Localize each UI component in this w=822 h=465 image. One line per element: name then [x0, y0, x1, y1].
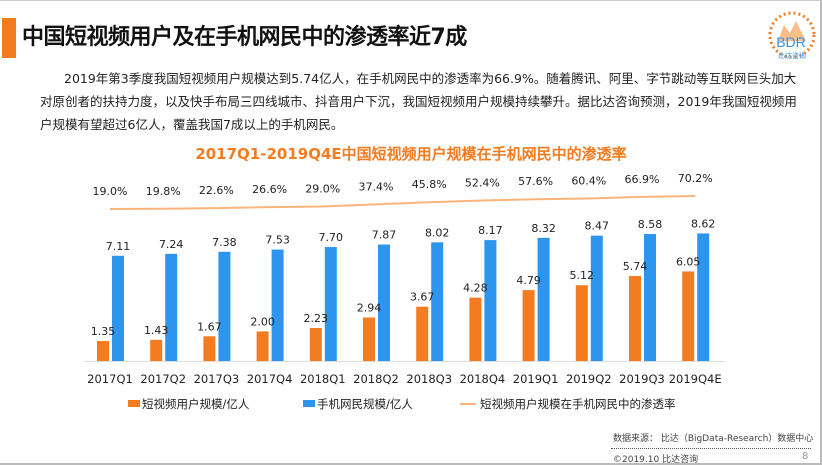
bar-short-video-users — [575, 285, 588, 361]
chart-title: 2017Q1-2019Q4E中国短视频用户规模在手机网民中的渗透率 — [195, 145, 627, 163]
bar-mobile-netizens — [218, 251, 231, 361]
x-tick-label: 2018Q4 — [460, 372, 506, 386]
bar-label-short-video: 3.67 — [410, 291, 435, 304]
legend-swatch-mobile — [303, 400, 315, 407]
bar-label-mobile: 8.47 — [585, 220, 610, 233]
bar-short-video-users — [256, 331, 269, 361]
bar-mobile-netizens — [644, 234, 656, 361]
slide-title: 中国短视频用户及在手机网民中的渗透率近7成 — [22, 25, 467, 50]
x-tick-label: 2019Q4E — [669, 372, 722, 386]
line-label: 66.9% — [625, 173, 660, 186]
bar-mobile-netizens — [590, 235, 603, 361]
line-label: 26.6% — [252, 183, 287, 196]
line-label: 19.0% — [93, 185, 128, 198]
line-label: 45.8% — [412, 178, 447, 191]
bar-mobile-netizens — [431, 242, 444, 361]
legend-label-mobile: 手机网民规模/亿人 — [317, 397, 413, 411]
bar-label-mobile: 7.70 — [319, 231, 344, 244]
x-tick-label: 2017Q3 — [194, 372, 240, 386]
bar-label-mobile: 8.02 — [425, 226, 450, 239]
summary-paragraph: 2019年第3季度我国短视频用户规模达到5.74亿人，在手机网民中的渗透率为66… — [40, 71, 797, 132]
bar-label-short-video: 5.74 — [623, 260, 648, 273]
bar-label-short-video: 4.79 — [516, 274, 541, 287]
bar-label-mobile: 7.53 — [265, 234, 290, 247]
bar-short-video-users — [203, 336, 216, 361]
page-number: 8 — [802, 451, 809, 462]
bar-label-short-video: 4.28 — [463, 282, 488, 295]
bar-label-short-video: 5.12 — [570, 269, 595, 282]
title-accent-bar — [2, 18, 16, 58]
bar-short-video-users — [522, 290, 535, 361]
bar-label-mobile: 8.17 — [478, 224, 503, 237]
bar-mobile-netizens — [271, 249, 284, 361]
bar-mobile-netizens — [378, 244, 390, 361]
bar-label-short-video: 6.05 — [676, 255, 701, 268]
bar-mobile-netizens — [697, 233, 710, 361]
bar-label-mobile: 7.87 — [372, 229, 397, 242]
bar-mobile-netizens — [165, 253, 178, 361]
x-tick-label: 2019Q3 — [619, 372, 665, 386]
bar-label-mobile: 7.11 — [106, 240, 131, 253]
bar-short-video-users — [363, 317, 375, 361]
data-source: 数据来源： 比达（BigData-Research）数据中心 — [613, 434, 814, 444]
bar-label-short-video: 1.35 — [91, 325, 116, 338]
bar-label-mobile: 8.62 — [691, 217, 716, 230]
bar-label-mobile: 8.32 — [531, 222, 556, 235]
bar-mobile-netizens — [324, 247, 337, 361]
line-label: 52.4% — [465, 177, 500, 190]
bar-label-short-video: 2.23 — [304, 312, 329, 325]
bar-short-video-users — [629, 276, 641, 361]
line-label: 70.2% — [678, 172, 713, 185]
x-tick-label: 2018Q2 — [353, 372, 399, 386]
x-tick-label: 2017Q1 — [87, 372, 133, 386]
bar-mobile-netizens — [112, 255, 124, 361]
line-penetration-rate — [109, 195, 696, 210]
bar-label-mobile: 8.58 — [638, 218, 663, 231]
line-label: 60.4% — [571, 174, 606, 187]
line-label: 57.6% — [518, 175, 553, 188]
line-label: 19.8% — [146, 185, 181, 198]
bar-mobile-netizens — [537, 237, 550, 361]
bdr-logo: BDR 比达咨询 — [768, 11, 816, 60]
bar-label-short-video: 2.94 — [357, 301, 382, 314]
bar-short-video-users — [682, 271, 695, 361]
line-label: 37.4% — [359, 180, 394, 193]
logo-subtext: 比达咨询 — [778, 51, 806, 60]
x-tick-label: 2019Q2 — [566, 372, 612, 386]
logo-text: BDR — [776, 34, 806, 50]
bar-short-video-users — [469, 297, 482, 361]
x-tick-label: 2017Q2 — [140, 372, 186, 386]
x-tick-label: 2018Q3 — [406, 372, 452, 386]
bar-label-mobile: 7.38 — [212, 236, 237, 249]
legend-swatch-short-video — [128, 400, 140, 407]
line-label: 29.0% — [305, 182, 340, 195]
copyright: ©2019.10 比达咨询 — [613, 455, 699, 465]
x-tick-label: 2019Q1 — [513, 372, 559, 386]
footer-divider — [611, 448, 811, 449]
bar-label-short-video: 2.00 — [250, 315, 275, 328]
bar-mobile-netizens — [484, 240, 497, 361]
bar-short-video-users — [309, 327, 322, 361]
x-tick-label: 2017Q4 — [247, 372, 293, 386]
bar-short-video-users — [97, 341, 109, 361]
bar-label-short-video: 1.67 — [197, 320, 222, 333]
line-label: 22.6% — [199, 184, 234, 197]
x-tick-label: 2018Q1 — [300, 372, 346, 386]
bar-short-video-users — [416, 306, 429, 361]
bar-label-short-video: 1.43 — [144, 324, 169, 337]
bar-label-mobile: 7.24 — [159, 238, 184, 251]
bar-short-video-users — [150, 339, 163, 361]
legend-label-short-video: 短视频用户规模/亿人 — [142, 397, 250, 411]
legend-label-rate: 短视频用户规模在手机网民中的渗透率 — [480, 397, 676, 411]
